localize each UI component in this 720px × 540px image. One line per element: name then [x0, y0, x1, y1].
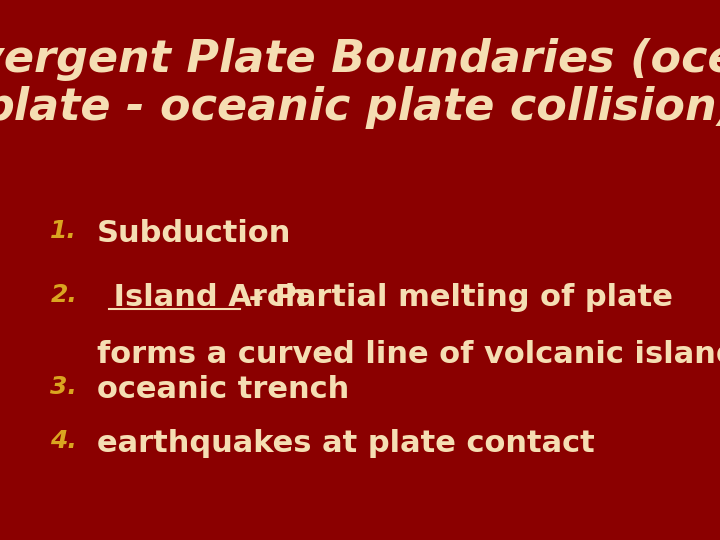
Text: forms a curved line of volcanic islands: forms a curved line of volcanic islands: [97, 340, 720, 369]
Text: oceanic trench: oceanic trench: [97, 375, 349, 404]
Text: Convergent Plate Boundaries (oceanic
plate - oceanic plate collision): Convergent Plate Boundaries (oceanic pla…: [0, 38, 720, 129]
Text: earthquakes at plate contact: earthquakes at plate contact: [97, 429, 595, 458]
Text: – Partial melting of plate: – Partial melting of plate: [238, 284, 672, 313]
Text: Subduction: Subduction: [97, 219, 292, 248]
Text: 4.: 4.: [50, 429, 77, 453]
Text: 1.: 1.: [50, 219, 77, 242]
Text: 3.: 3.: [50, 375, 77, 399]
Text: Island Arch: Island Arch: [103, 284, 307, 313]
Text: 2.: 2.: [50, 284, 77, 307]
